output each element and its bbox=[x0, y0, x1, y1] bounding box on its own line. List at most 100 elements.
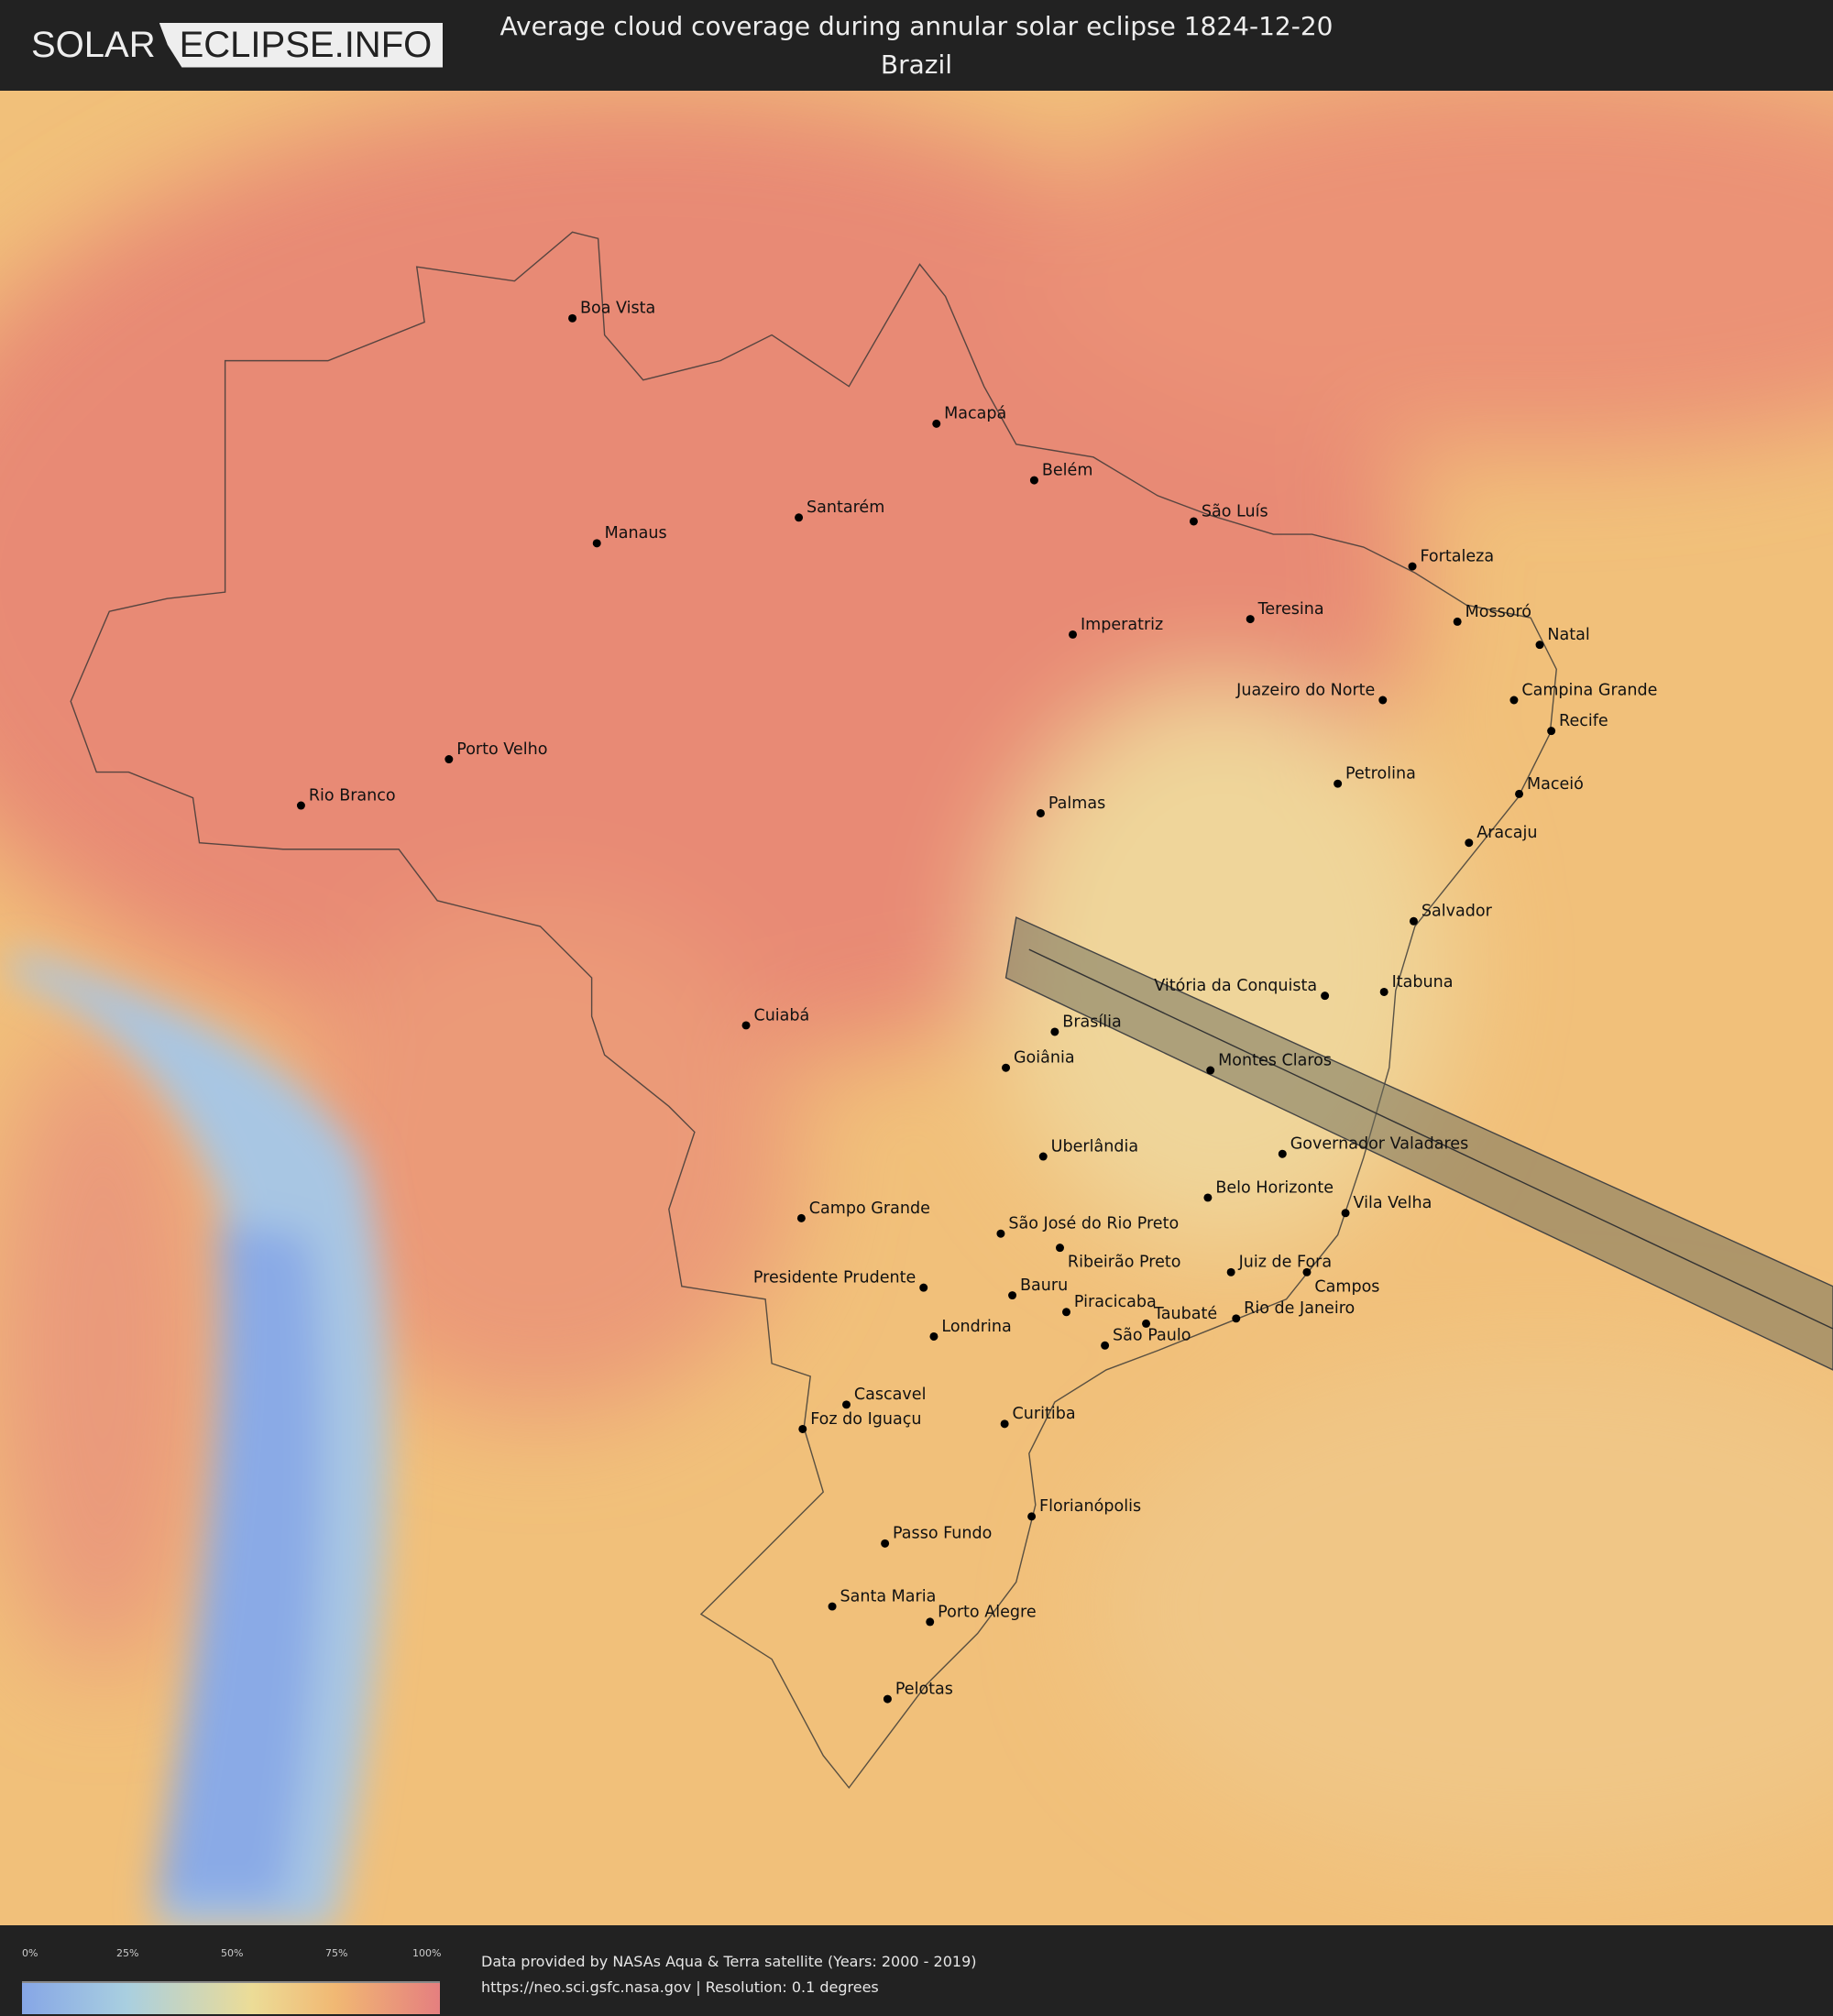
cloud-coverage-map[interactable]: Boa Vista Macapá Belém Santarém Manaus São Lu… bbox=[0, 91, 1833, 1925]
city-label: Petrolina bbox=[1345, 765, 1416, 783]
city-marker[interactable]: Imperatriz bbox=[1069, 616, 1163, 639]
city-dot bbox=[996, 1229, 1005, 1238]
city-marker[interactable]: Passo Fundo bbox=[881, 1525, 992, 1548]
city-marker[interactable]: Florianópolis bbox=[1027, 1497, 1141, 1521]
city-marker[interactable]: Porto Velho bbox=[445, 740, 547, 764]
city-marker[interactable]: Maceió bbox=[1515, 775, 1584, 798]
city-marker[interactable]: Fortaleza bbox=[1408, 547, 1495, 571]
city-marker[interactable]: Santarém bbox=[795, 499, 884, 522]
city-marker[interactable]: Recife bbox=[1547, 712, 1608, 736]
city-marker[interactable]: Salvador bbox=[1409, 903, 1493, 926]
city-dot bbox=[1409, 916, 1418, 926]
city-marker[interactable]: Taubaté bbox=[1142, 1305, 1217, 1328]
city-dot bbox=[296, 801, 305, 810]
city-dot bbox=[1278, 1149, 1287, 1158]
city-marker[interactable]: Bauru bbox=[1008, 1276, 1068, 1300]
city-label: Salvador bbox=[1421, 903, 1493, 921]
city-marker[interactable]: Montes Claros bbox=[1206, 1051, 1332, 1075]
city-marker[interactable]: Palmas bbox=[1036, 794, 1105, 817]
city-marker[interactable]: Uberlândia bbox=[1038, 1137, 1138, 1161]
city-marker[interactable]: Santa Maria bbox=[828, 1587, 937, 1611]
city-marker[interactable]: São José do Rio Preto bbox=[996, 1215, 1179, 1238]
brazil-outline bbox=[70, 231, 1557, 1790]
city-dot bbox=[1142, 1319, 1151, 1328]
city-marker[interactable]: Pelotas bbox=[883, 1680, 953, 1704]
city-label: Palmas bbox=[1048, 794, 1105, 813]
city-label: Itabuna bbox=[1392, 973, 1454, 992]
city-label: Campos bbox=[1314, 1277, 1379, 1296]
legend-color-bar bbox=[22, 1981, 440, 2014]
city-dot bbox=[1408, 562, 1417, 571]
city-marker[interactable]: Presidente Prudente bbox=[753, 1269, 928, 1292]
city-marker[interactable]: São Luís bbox=[1189, 502, 1268, 526]
city-dot bbox=[1321, 992, 1330, 1001]
city-marker[interactable]: Boa Vista bbox=[568, 300, 655, 323]
city-marker[interactable]: Campina Grande bbox=[1509, 681, 1657, 705]
city-marker[interactable]: Londrina bbox=[929, 1318, 1012, 1341]
city-marker[interactable]: Campo Grande bbox=[796, 1200, 930, 1222]
city-label: Juazeiro do Norte bbox=[1235, 681, 1375, 699]
city-label: Fortaleza bbox=[1420, 547, 1494, 565]
city-marker[interactable]: Juiz de Fora bbox=[1226, 1254, 1332, 1276]
city-label: Macapá bbox=[944, 405, 1006, 423]
city-dot bbox=[1302, 1267, 1312, 1276]
city-dot bbox=[1515, 789, 1524, 798]
city-label: Cascavel bbox=[854, 1386, 927, 1404]
city-marker[interactable]: Manaus bbox=[592, 524, 667, 548]
city-marker[interactable]: Cascavel bbox=[842, 1386, 927, 1409]
city-marker[interactable]: Piracicaba bbox=[1062, 1293, 1157, 1317]
city-marker[interactable]: Cuiabá bbox=[741, 1006, 810, 1030]
city-marker[interactable]: Campos bbox=[1302, 1267, 1379, 1297]
city-marker[interactable]: Macapá bbox=[932, 405, 1006, 428]
map-title: Average cloud coverage during annular so… bbox=[458, 7, 1375, 84]
credits: Data provided by NASAs Aqua & Terra sate… bbox=[481, 1949, 977, 2000]
legend-tick: 25% bbox=[116, 1947, 139, 1959]
city-dot bbox=[1465, 838, 1474, 848]
city-marker[interactable]: Governador Valadares bbox=[1278, 1135, 1468, 1158]
city-dot bbox=[1029, 476, 1038, 485]
legend-tick: 100% bbox=[412, 1947, 442, 1959]
city-marker[interactable]: Rio Branco bbox=[296, 786, 396, 810]
subtitle-line: Brazil bbox=[880, 49, 953, 80]
city-label: Bauru bbox=[1020, 1276, 1068, 1295]
city-dot bbox=[1062, 1308, 1070, 1317]
city-marker[interactable]: Itabuna bbox=[1379, 973, 1454, 996]
city-marker[interactable]: Natal bbox=[1535, 626, 1590, 650]
city-dot bbox=[795, 513, 804, 522]
city-marker[interactable]: Belém bbox=[1029, 461, 1092, 485]
credits-link[interactable]: https://neo.sci.gsfc.nasa.gov | Resoluti… bbox=[481, 1978, 879, 1996]
city-marker[interactable]: Ribeirão Preto bbox=[1056, 1244, 1180, 1272]
city-label: Piracicaba bbox=[1074, 1293, 1157, 1311]
city-label: Pelotas bbox=[895, 1680, 953, 1698]
city-label: Aracaju bbox=[1476, 824, 1537, 842]
city-marker[interactable]: Aracaju bbox=[1465, 824, 1538, 848]
city-marker[interactable]: São Paulo bbox=[1101, 1327, 1191, 1350]
city-marker[interactable]: Porto Alegre bbox=[926, 1603, 1037, 1627]
city-dot bbox=[1206, 1066, 1215, 1075]
city-marker[interactable]: Brasília bbox=[1050, 1013, 1122, 1036]
city-marker[interactable]: Teresina bbox=[1246, 600, 1324, 624]
city-marker[interactable]: Petrolina bbox=[1334, 765, 1416, 788]
city-marker[interactable]: Vila Velha bbox=[1341, 1194, 1432, 1218]
city-label: Presidente Prudente bbox=[753, 1269, 916, 1287]
city-dot bbox=[1379, 987, 1388, 996]
city-label: São Paulo bbox=[1113, 1327, 1191, 1345]
city-label: Londrina bbox=[941, 1318, 1011, 1336]
city-label: Porto Alegre bbox=[938, 1603, 1036, 1621]
city-marker[interactable]: Goiânia bbox=[1002, 1049, 1075, 1072]
city-label: Campo Grande bbox=[809, 1200, 930, 1218]
city-label: Curitiba bbox=[1013, 1405, 1076, 1423]
city-marker[interactable]: Belo Horizonte bbox=[1203, 1178, 1334, 1202]
city-marker[interactable]: Foz do Iguaçu bbox=[798, 1410, 922, 1433]
legend-tick: 0% bbox=[22, 1947, 38, 1959]
city-marker[interactable]: Rio de Janeiro bbox=[1232, 1299, 1355, 1323]
city-marker[interactable]: Curitiba bbox=[1000, 1405, 1076, 1429]
city-marker[interactable]: Mossoró bbox=[1453, 603, 1531, 626]
city-marker[interactable]: Juazeiro do Norte bbox=[1235, 681, 1388, 705]
city-label: Santa Maria bbox=[840, 1587, 936, 1605]
header: SOLAR ECLIPSE.INFO Average cloud coverag… bbox=[0, 0, 1833, 91]
city-dot bbox=[1101, 1341, 1110, 1350]
city-marker[interactable]: Vitória da Conquista bbox=[1154, 977, 1330, 1001]
logo[interactable]: SOLAR ECLIPSE.INFO bbox=[31, 22, 444, 68]
city-dot bbox=[881, 1539, 890, 1548]
